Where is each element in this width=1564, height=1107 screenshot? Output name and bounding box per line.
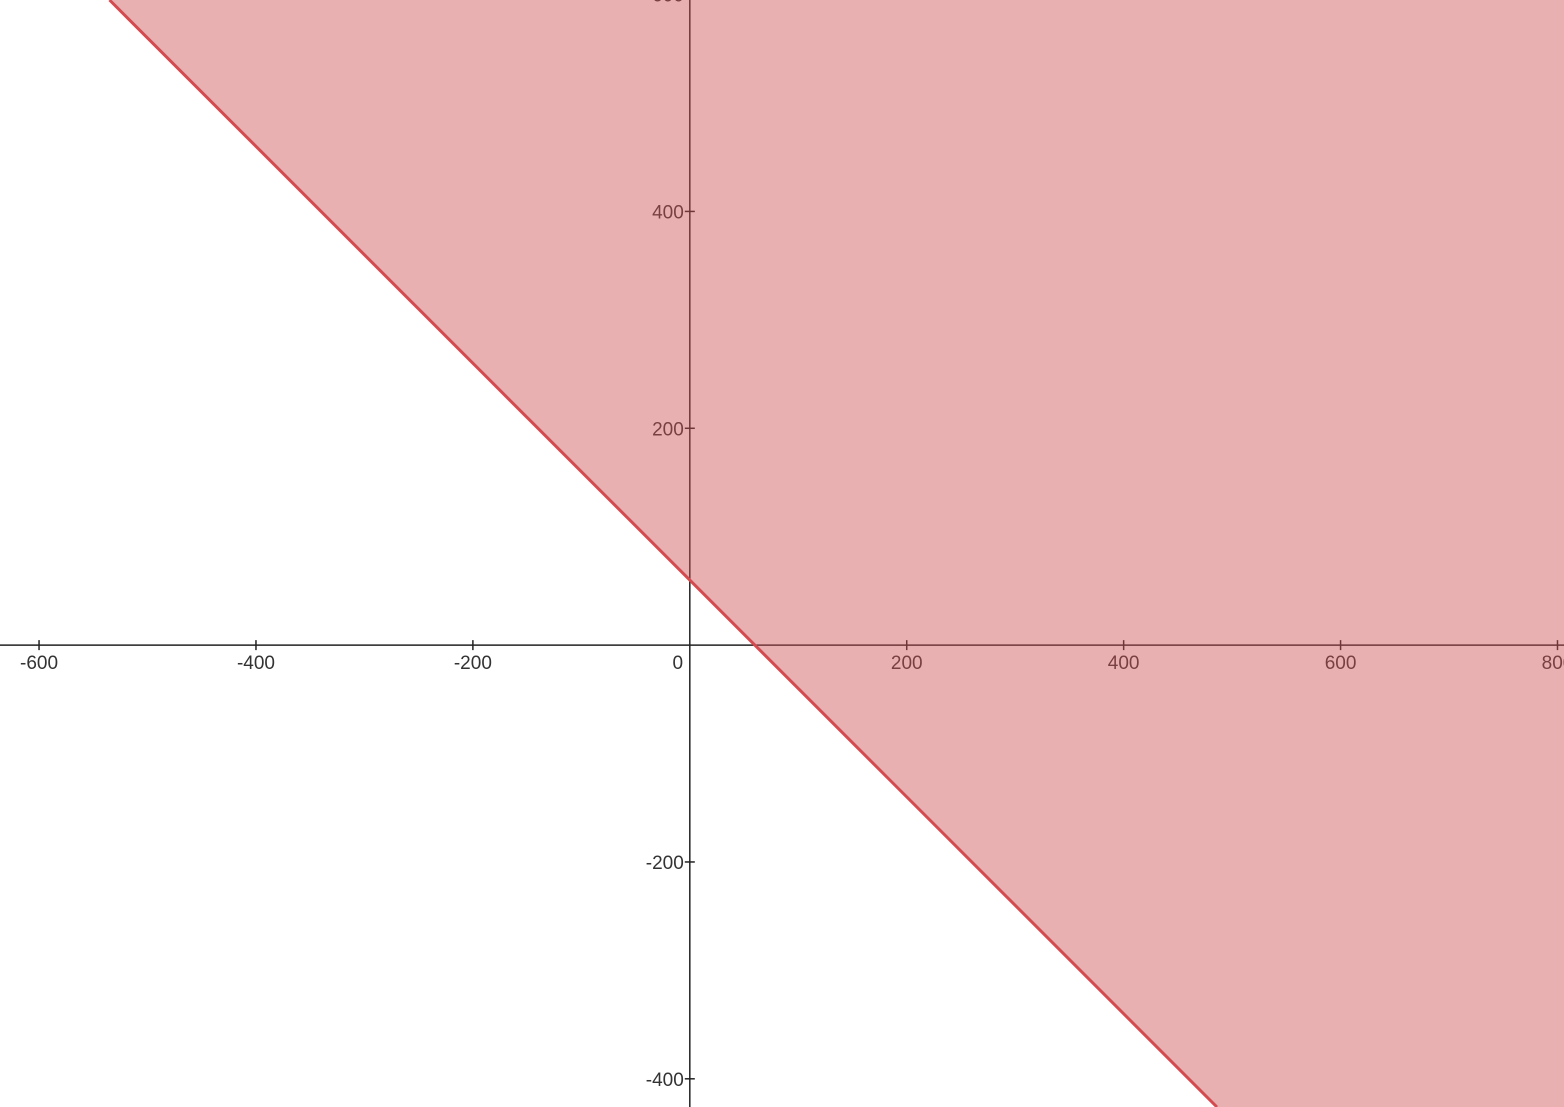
x-tick-label: 800 [1542, 653, 1564, 674]
y-tick-label: -400 [646, 1070, 684, 1091]
boundary-line [108, 0, 1218, 1107]
x-tick-label: 400 [1108, 653, 1140, 674]
x-tick-label: 0 [673, 653, 684, 674]
x-tick-label: 600 [1325, 653, 1357, 674]
x-tick-label: -400 [237, 653, 275, 674]
y-tick-label: 400 [652, 202, 684, 223]
y-tick-label: -200 [646, 853, 684, 874]
x-tick-label: -600 [20, 653, 58, 674]
shaded-region [109, 0, 1564, 1107]
x-tick-label: -200 [454, 653, 492, 674]
y-tick-label: 200 [652, 419, 684, 440]
y-tick-label: 600 [652, 0, 684, 7]
x-tick-label: 200 [891, 653, 923, 674]
